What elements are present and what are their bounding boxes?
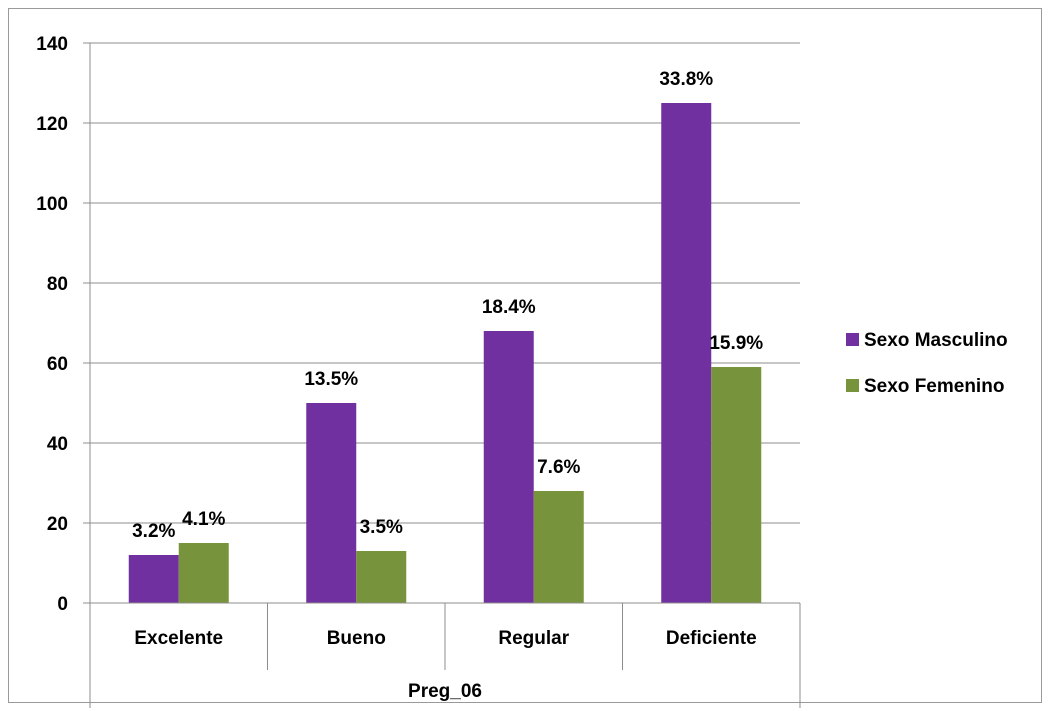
data-label: 13.5%: [304, 369, 358, 390]
y-tick-label: 80: [47, 274, 68, 295]
x-axis-title: Preg_06: [408, 681, 482, 702]
y-tick-label: 40: [47, 434, 68, 455]
data-label: 7.6%: [537, 457, 580, 478]
legend-swatch: [846, 379, 859, 392]
legend-label: Sexo Masculino: [864, 330, 1008, 351]
bar-sexo-femenino: [356, 551, 407, 603]
data-label: 4.1%: [182, 509, 225, 530]
bar-sexo-femenino: [533, 491, 584, 603]
bar-sexo-masculino: [661, 103, 712, 603]
y-tick-label: 60: [47, 354, 68, 375]
bar-sexo-masculino: [306, 403, 357, 603]
x-tick-label: Bueno: [327, 628, 386, 649]
data-label: 3.5%: [360, 517, 403, 538]
legend-label: Sexo Femenino: [864, 376, 1004, 397]
data-label: 33.8%: [659, 69, 713, 90]
data-label: 15.9%: [709, 333, 763, 354]
legend-swatch: [846, 333, 859, 346]
bar-sexo-femenino: [178, 543, 229, 603]
y-tick-label: 140: [36, 34, 68, 55]
y-tick-label: 100: [36, 194, 68, 215]
x-tick-label: Deficiente: [666, 628, 757, 649]
x-tick-label: Regular: [498, 628, 569, 649]
y-tick-label: 0: [57, 594, 68, 615]
y-tick-label: 20: [47, 514, 68, 535]
x-tick-label: Excelente: [134, 628, 223, 649]
data-label: 18.4%: [482, 297, 536, 318]
data-label: 3.2%: [132, 521, 175, 542]
y-tick-label: 120: [36, 114, 68, 135]
bar-sexo-femenino: [711, 367, 762, 603]
bar-sexo-masculino: [128, 555, 179, 603]
bar-sexo-masculino: [483, 331, 534, 603]
